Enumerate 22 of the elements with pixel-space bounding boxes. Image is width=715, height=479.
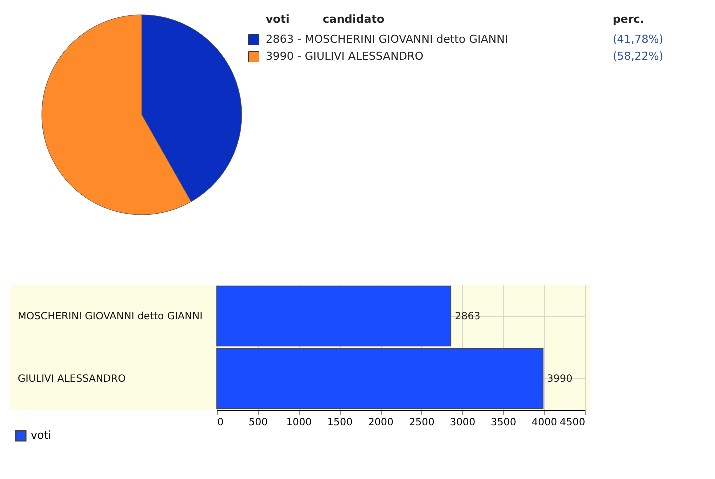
x-tick-label: 1500 bbox=[327, 418, 353, 428]
x-tick-label: 4500 bbox=[560, 418, 586, 428]
y-tick-label: GIULIVI ALESSANDRO bbox=[18, 374, 126, 385]
x-tick-label: 4000 bbox=[532, 418, 558, 428]
text: voti bbox=[266, 13, 290, 26]
x-tick-label: 1000 bbox=[286, 418, 312, 428]
x-tick-label: 2000 bbox=[368, 418, 394, 428]
x-tick-label: 0 bbox=[218, 418, 224, 428]
x-tick-label: 2500 bbox=[409, 418, 435, 428]
data-label: (58,22%) bbox=[613, 50, 664, 63]
legend-label: 2863 - MOSCHERINI GIOVANNI detto GIANNI bbox=[266, 33, 508, 46]
data-label: 3990 bbox=[547, 374, 573, 385]
y-tick-label: MOSCHERINI GIOVANNI detto GIANNI bbox=[18, 311, 203, 322]
text: perc. bbox=[613, 13, 644, 26]
x-tick-label: 500 bbox=[248, 418, 268, 428]
x-tick-label: 3000 bbox=[450, 418, 476, 428]
data-label: 2863 bbox=[455, 311, 481, 322]
legend-label: voti bbox=[31, 429, 52, 442]
data-label: (41,78%) bbox=[613, 33, 664, 46]
text: candidato bbox=[323, 13, 385, 26]
x-tick-label: 3500 bbox=[490, 418, 516, 428]
legend-label: 3990 - GIULIVI ALESSANDRO bbox=[266, 50, 424, 63]
